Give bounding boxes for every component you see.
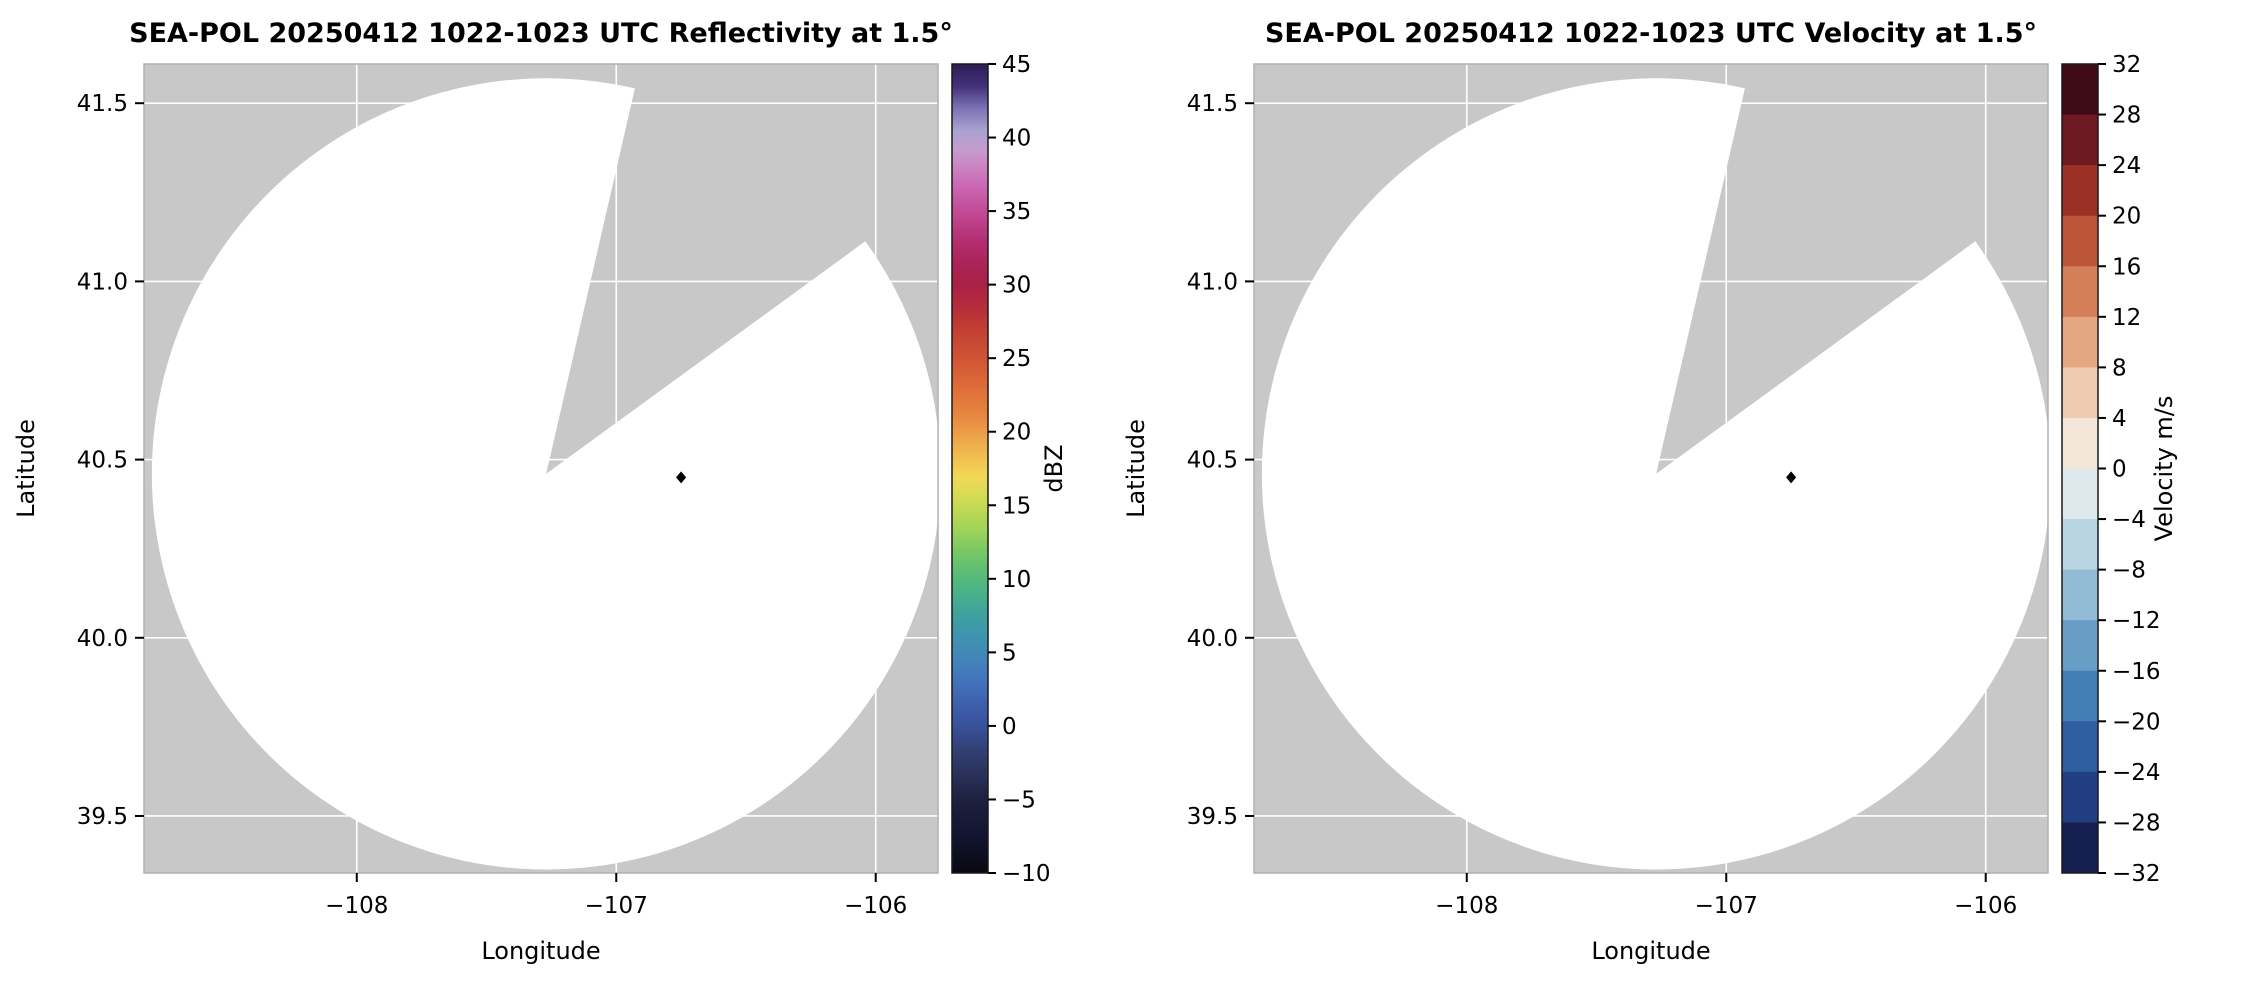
point-marker xyxy=(1786,471,1797,484)
y-tick-label: 40.5 xyxy=(77,448,128,474)
panel-title: SEA-POL 20250412 1022-1023 UTC Reflectiv… xyxy=(129,18,953,49)
plot-border xyxy=(1253,63,2049,874)
colorbar-tick-label: −5 xyxy=(1002,787,1036,813)
y-tick-label: 41.0 xyxy=(77,269,128,295)
colorbar-segment xyxy=(2062,215,2098,267)
y-tick-label: 39.5 xyxy=(77,804,128,830)
colorbar-tick-label: −16 xyxy=(2112,659,2161,685)
colorbar-tick-label: −32 xyxy=(2112,861,2161,887)
colorbar-label: Velocity m/s xyxy=(2150,396,2178,542)
colorbar-segment xyxy=(2062,114,2098,166)
colorbar-tick-label: 5 xyxy=(1002,640,1017,666)
colorbar-border xyxy=(951,63,989,874)
radar-coverage-area xyxy=(1261,78,2051,870)
y-tick-label: 41.5 xyxy=(1187,91,1238,117)
colorbar-tick-label: 20 xyxy=(2112,204,2141,230)
colorbar-segment xyxy=(2062,417,2098,469)
colorbar-tick-label: 8 xyxy=(2112,355,2127,381)
x-tick-label: −108 xyxy=(1435,893,1498,919)
x-axis-label: Longitude xyxy=(1591,937,1710,965)
colorbar-tick-label: 16 xyxy=(2112,254,2141,280)
colorbar-tick-label: 10 xyxy=(1002,567,1031,593)
y-tick-label: 39.5 xyxy=(1187,804,1238,830)
colorbar-segment xyxy=(2062,165,2098,217)
colorbar-tick-label: −8 xyxy=(2112,558,2146,584)
colorbar-tick-label: 40 xyxy=(1002,126,1031,152)
colorbar-tick-label: 0 xyxy=(1002,714,1017,740)
y-tick-label: 40.5 xyxy=(1187,448,1238,474)
colorbar-segment xyxy=(2062,519,2098,571)
colorbar-tick-label: 4 xyxy=(2112,406,2127,432)
colorbar-segment xyxy=(2062,367,2098,419)
panel-title: SEA-POL 20250412 1022-1023 UTC Velocity … xyxy=(1265,18,2037,49)
colorbar-segment xyxy=(2062,721,2098,773)
colorbar-segment xyxy=(2062,468,2098,520)
colorbar-tick-label: 28 xyxy=(2112,103,2141,129)
plot-border xyxy=(143,63,939,874)
colorbar-tick-label: 20 xyxy=(1002,420,1031,446)
colorbar-tick-label: −10 xyxy=(1002,861,1051,887)
colorbar-tick-label: −24 xyxy=(2112,760,2161,786)
x-tick-label: −106 xyxy=(844,893,907,919)
colorbar-tick-label: 35 xyxy=(1002,199,1031,225)
colorbar-segment xyxy=(2062,64,2098,116)
colorbar-tick-label: −12 xyxy=(2112,608,2161,634)
colorbar-tick-label: 0 xyxy=(2112,457,2127,483)
colorbar-segment xyxy=(2062,822,2098,874)
colorbar-tick-label: 12 xyxy=(2112,305,2141,331)
point-marker xyxy=(676,471,687,484)
colorbar-segment xyxy=(2062,620,2098,672)
colorbar-segment xyxy=(2062,316,2098,368)
panel-1: −108 −107 −106 39.5 40.0 40.5 41.0 41.5 SEA-POL … xyxy=(12,18,1068,965)
y-tick-label: 40.0 xyxy=(1187,626,1238,652)
panel-2: −108 −107 −106 39.5 40.0 40.5 41.0 41.5 SEA-POL … xyxy=(1122,18,2178,965)
colorbar-tick-label: 25 xyxy=(1002,346,1031,372)
colorbar-tick-label: 15 xyxy=(1002,493,1031,519)
y-tick-label: 40.0 xyxy=(77,626,128,652)
radar-coverage-area xyxy=(151,78,941,870)
x-axis-label: Longitude xyxy=(481,937,600,965)
colorbar-tick-label: 24 xyxy=(2112,153,2141,179)
colorbar-segment xyxy=(2062,670,2098,722)
x-tick-label: −108 xyxy=(325,893,388,919)
y-axis-label: Latitude xyxy=(1122,419,1150,518)
colorbar-segment xyxy=(2062,266,2098,318)
colorbar-label: dBZ xyxy=(1040,444,1068,492)
colorbar-gradient xyxy=(952,64,988,873)
colorbar-tick-label: −28 xyxy=(2112,810,2161,836)
x-tick-label: −107 xyxy=(1695,893,1758,919)
colorbar-tick-label: 32 xyxy=(2112,52,2141,78)
colorbar-tick-label: 30 xyxy=(1002,273,1031,299)
x-tick-label: −107 xyxy=(585,893,648,919)
y-tick-label: 41.5 xyxy=(77,91,128,117)
colorbar: 45 40 35 30 25 20 15 10 5 0 −5 −10 dBZ xyxy=(951,52,1068,887)
y-tick-label: 41.0 xyxy=(1187,269,1238,295)
colorbar: 32 28 24 20 16 12 8 4 0 −4 −8 −12 −16 −20 −24 −28 −32 Vel… xyxy=(2061,52,2178,887)
colorbar-segment xyxy=(2062,771,2098,823)
colorbar-tick-label: −4 xyxy=(2112,507,2146,533)
colorbar-segment xyxy=(2062,569,2098,621)
colorbar-tick-label: 45 xyxy=(1002,52,1031,78)
colorbar-tick-label: −20 xyxy=(2112,709,2161,735)
y-axis-label: Latitude xyxy=(12,419,40,518)
x-tick-label: −106 xyxy=(1954,893,2017,919)
